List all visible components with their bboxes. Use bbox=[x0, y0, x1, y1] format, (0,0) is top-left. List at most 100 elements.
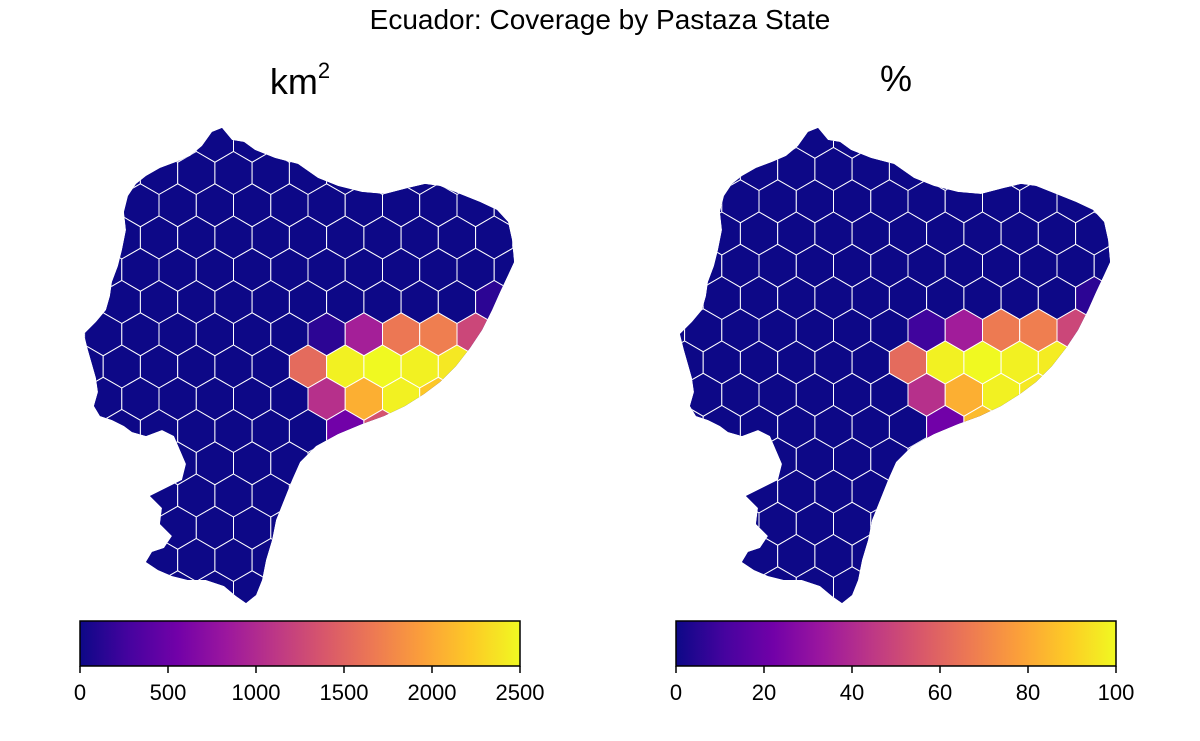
hex-cell bbox=[512, 279, 514, 325]
hex-cell bbox=[702, 533, 741, 579]
hex-cell bbox=[1093, 501, 1110, 546]
hex-cell bbox=[84, 408, 104, 454]
hex-cell bbox=[721, 501, 760, 546]
hex-cell bbox=[964, 83, 1001, 126]
hex-cell bbox=[1056, 501, 1095, 546]
hex-cell bbox=[815, 83, 852, 126]
hex-cell bbox=[703, 83, 740, 126]
hex-cell bbox=[982, 437, 1021, 482]
hex-cell bbox=[1056, 128, 1095, 159]
hex-cell bbox=[680, 179, 686, 224]
hex-cell bbox=[493, 441, 514, 486]
hex-cell bbox=[680, 501, 686, 546]
hex-cell bbox=[680, 469, 704, 514]
hex-cell bbox=[1037, 469, 1077, 514]
hex-cell bbox=[363, 150, 402, 196]
hex-cell bbox=[344, 441, 383, 486]
hex-cell bbox=[84, 570, 123, 603]
hex-cell bbox=[456, 505, 495, 550]
hex-cell bbox=[1056, 372, 1095, 417]
hex-cell bbox=[1000, 146, 1039, 192]
hex-cell bbox=[1113, 341, 1150, 384]
hex-cell bbox=[456, 376, 495, 421]
hex-cell bbox=[512, 150, 514, 196]
hex-cell bbox=[1000, 404, 1039, 450]
hex-cell bbox=[363, 128, 402, 131]
hex-cell bbox=[288, 473, 328, 518]
hex-cell bbox=[344, 505, 383, 550]
hex-cell bbox=[1075, 146, 1110, 192]
hex-cell bbox=[1113, 470, 1150, 513]
hex-cell bbox=[475, 537, 514, 583]
hex-cell bbox=[944, 566, 983, 603]
panel-title-km2-superscript: 2 bbox=[317, 58, 331, 83]
hex-cell bbox=[1113, 83, 1150, 126]
hex-cell bbox=[963, 146, 1002, 192]
hex-cell bbox=[684, 437, 723, 482]
legend-km2: 0 500 1000 1500 2000 2500 bbox=[74, 620, 544, 705]
hex-cell bbox=[493, 376, 514, 421]
hex-cell bbox=[288, 537, 328, 583]
hex-cell bbox=[475, 408, 514, 454]
hex-cell bbox=[400, 537, 439, 583]
hex-cell bbox=[680, 566, 686, 603]
hex-cell bbox=[270, 570, 309, 603]
hex-cell bbox=[982, 128, 1021, 159]
colorbar-tick-label: 40 bbox=[840, 680, 864, 705]
hex-cell bbox=[121, 570, 160, 603]
hex-cell bbox=[121, 128, 160, 163]
colorbar-tick-label: 0 bbox=[670, 680, 682, 705]
colorbar bbox=[675, 620, 1117, 667]
hex-cell bbox=[680, 533, 704, 579]
hex-cell bbox=[493, 505, 514, 550]
hex-cell bbox=[1093, 128, 1110, 159]
hex-cell bbox=[512, 408, 514, 454]
hex-cell bbox=[493, 128, 514, 163]
panel-title-percent: % bbox=[879, 58, 912, 99]
hex-cell bbox=[963, 533, 1002, 579]
hex-cell bbox=[680, 128, 686, 159]
hex-cell bbox=[1000, 469, 1039, 514]
hex-cell bbox=[307, 570, 346, 603]
hex-cell bbox=[84, 505, 123, 550]
hex-cell bbox=[382, 505, 421, 550]
hex-cell bbox=[512, 344, 514, 389]
hex-cell bbox=[456, 128, 495, 163]
hex-cell bbox=[475, 128, 514, 131]
hex-cell bbox=[512, 473, 514, 518]
hex-cell bbox=[926, 146, 965, 192]
hex-cell bbox=[84, 279, 104, 325]
hex-cell bbox=[1038, 83, 1075, 126]
hex-cell bbox=[419, 128, 458, 163]
hex-cell bbox=[139, 128, 179, 131]
hex-cell bbox=[1076, 83, 1113, 126]
panel-title-km2: km2 bbox=[80, 58, 520, 103]
hex-cell bbox=[1037, 404, 1077, 450]
colorbar-tick-label: 20 bbox=[752, 680, 776, 705]
hex-cell bbox=[680, 437, 686, 482]
colorbar-tick-label: 0 bbox=[74, 680, 86, 705]
hex-cell bbox=[852, 83, 889, 126]
hex-cell bbox=[84, 183, 123, 228]
hex-cell bbox=[382, 128, 421, 163]
hex-cell bbox=[288, 128, 328, 131]
hex-cell bbox=[400, 128, 439, 131]
hex-cell bbox=[102, 473, 141, 518]
hex-cell bbox=[907, 566, 946, 603]
hex-cell bbox=[1075, 404, 1110, 450]
hex-cell bbox=[907, 128, 946, 159]
hex-cell bbox=[307, 505, 346, 550]
hex-cell bbox=[1113, 212, 1150, 255]
hex-cell bbox=[84, 570, 86, 603]
hex-cell bbox=[84, 473, 104, 518]
hex-cell bbox=[84, 128, 86, 163]
hex-cell bbox=[344, 128, 383, 163]
colorbar-tick-label: 1000 bbox=[232, 680, 281, 705]
hex-cell bbox=[1113, 148, 1150, 191]
hex-cell bbox=[307, 128, 346, 163]
hex-cell bbox=[84, 128, 123, 163]
colorbar-tick-label: 60 bbox=[928, 680, 952, 705]
hex-cell bbox=[1019, 501, 1058, 546]
hex-cell bbox=[778, 83, 815, 126]
hex-cell bbox=[419, 505, 458, 550]
